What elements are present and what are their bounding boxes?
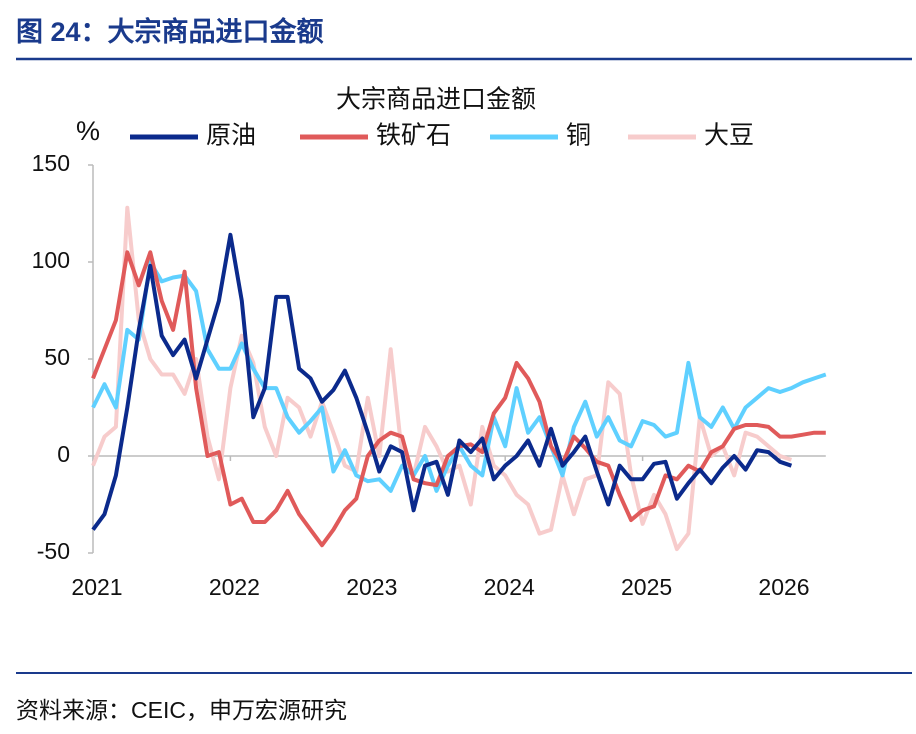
source: 资料来源：CEIC，申万宏源研究 (16, 697, 347, 723)
x-tick-label: 2023 (346, 574, 397, 600)
legend-label: 原油 (206, 122, 256, 150)
figure-title: 图 24：大宗商品进口金额 (16, 16, 324, 47)
legend-label: 大豆 (704, 122, 754, 150)
series-line (91, 232, 793, 531)
x-tick-label: 2022 (209, 574, 260, 600)
x-tick-label: 2026 (758, 574, 809, 600)
x-tick-label: 2025 (621, 574, 672, 600)
y-tick-label: 50 (44, 344, 70, 370)
x-tick-label: 2021 (71, 574, 122, 600)
legend-label: 铁矿石 (376, 122, 451, 150)
y-tick-label: 100 (32, 247, 70, 273)
series-line (91, 205, 793, 552)
chart-title: 大宗商品进口金额 (336, 86, 536, 114)
y-tick-label: 0 (57, 441, 70, 467)
y-axis-label: % (76, 116, 100, 146)
legend-label: 铜 (566, 122, 591, 150)
x-tick-label: 2024 (484, 574, 535, 600)
y-tick-label: 150 (32, 150, 70, 176)
y-tick-label: -50 (37, 538, 70, 564)
